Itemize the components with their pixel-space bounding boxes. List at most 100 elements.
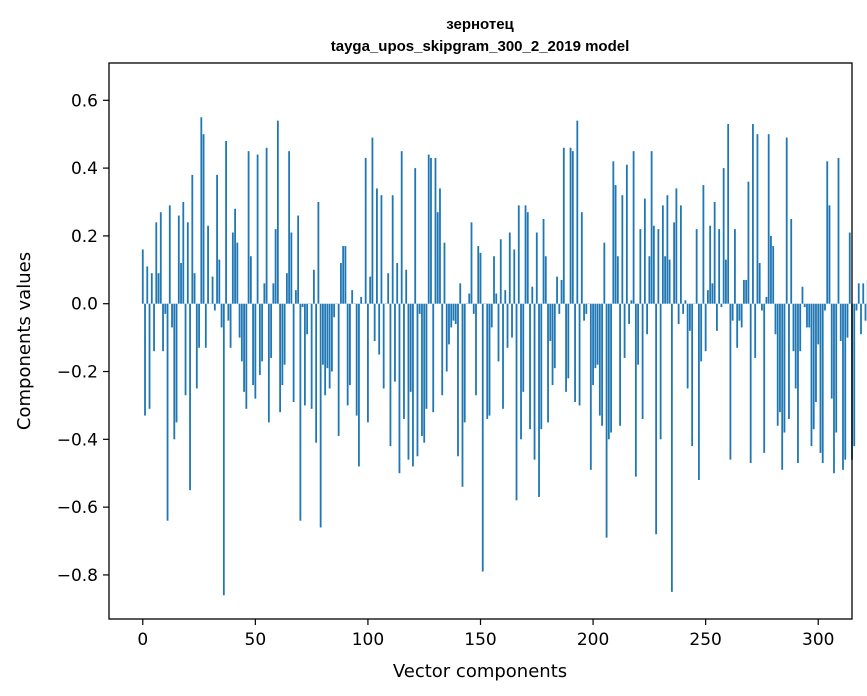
bar-126 — [425, 303, 428, 409]
bar-26 — [200, 117, 203, 304]
bar-313 — [846, 303, 849, 338]
bar-135 — [445, 303, 448, 372]
bar-279 — [770, 235, 772, 304]
x-tick-label: 150 — [464, 630, 496, 650]
bar-202 — [596, 303, 599, 365]
bar-38 — [227, 303, 230, 321]
bar-3 — [148, 303, 151, 409]
bar-228 — [655, 303, 658, 535]
bar-203 — [598, 303, 601, 416]
bar-265 — [738, 303, 741, 321]
bar-301 — [819, 303, 822, 453]
bar-57 — [270, 303, 273, 358]
bar-50 — [254, 303, 257, 399]
x-axis-label: Vector components — [393, 661, 567, 682]
bar-206 — [605, 303, 608, 538]
bar-288 — [790, 218, 793, 304]
bar-257 — [720, 303, 723, 308]
bar-51 — [256, 154, 259, 304]
bar-182 — [551, 303, 554, 386]
bar-303 — [824, 303, 826, 311]
bar-173 — [531, 286, 534, 304]
bar-267 — [743, 279, 745, 304]
bar-170 — [524, 205, 527, 304]
bar-261 — [729, 303, 732, 460]
bar-12 — [168, 205, 171, 304]
bar-178 — [542, 218, 545, 304]
bar-39 — [229, 303, 232, 348]
bar-133 — [441, 303, 444, 396]
bar-97 — [360, 296, 363, 304]
bar-128 — [430, 157, 432, 304]
bar-37 — [225, 140, 227, 304]
bar-114 — [398, 303, 401, 474]
bar-78 — [317, 202, 320, 304]
bar-253 — [711, 283, 714, 304]
bar-89 — [342, 246, 345, 304]
bar-239 — [679, 205, 682, 304]
bar-238 — [677, 303, 680, 325]
bar-271 — [752, 124, 754, 304]
x-tick-label: 200 — [577, 630, 609, 650]
bar-306 — [830, 303, 833, 399]
bar-4 — [150, 273, 153, 304]
bar-63 — [283, 303, 286, 365]
bar-292 — [799, 303, 802, 352]
bar-211 — [616, 256, 619, 304]
bar-172 — [529, 303, 531, 430]
bar-185 — [558, 303, 561, 314]
bar-262 — [731, 303, 734, 321]
bar-320 — [862, 283, 865, 304]
bar-283 — [779, 303, 781, 413]
bar-258 — [722, 168, 725, 304]
bar-280 — [772, 246, 775, 304]
bar-308 — [835, 303, 838, 433]
bar-15 — [175, 303, 178, 423]
bar-70 — [299, 303, 302, 521]
bar-276 — [763, 303, 766, 453]
bar-35 — [220, 303, 223, 328]
bar-47 — [247, 151, 250, 304]
bar-219 — [634, 303, 637, 477]
bar-270 — [749, 303, 752, 464]
bar-307 — [833, 303, 835, 474]
bar-19 — [184, 303, 187, 396]
bar-174 — [533, 303, 536, 460]
bar-272 — [754, 303, 757, 358]
bar-316 — [853, 303, 856, 447]
bar-282 — [776, 303, 779, 426]
bar-177 — [540, 303, 543, 430]
y-axis-ticks: −0.8 −0.6 −0.4 −0.2 0.0 0.2 0.4 0.6 — [57, 91, 109, 586]
bar-111 — [391, 195, 394, 304]
bar-169 — [522, 303, 525, 392]
bar-59 — [274, 229, 277, 304]
bar-28 — [204, 303, 207, 348]
bar-295 — [806, 303, 808, 328]
bar-266 — [740, 303, 743, 328]
bar-122 — [416, 303, 419, 457]
bar-55 — [265, 147, 268, 304]
bar-281 — [774, 303, 777, 335]
bar-100 — [367, 303, 369, 423]
bar-77 — [315, 303, 318, 443]
bar-107 — [382, 303, 385, 389]
bar-277 — [765, 296, 768, 304]
bar-264 — [736, 303, 739, 348]
bar-304 — [826, 161, 829, 304]
bar-132 — [439, 188, 441, 304]
bar-88 — [340, 263, 342, 304]
bar-40 — [231, 232, 234, 304]
bar-299 — [815, 303, 817, 403]
bar-263 — [734, 229, 736, 304]
bar-221 — [639, 229, 642, 304]
bar-240 — [682, 303, 685, 314]
bar-68 — [294, 290, 297, 304]
bar-49 — [252, 303, 254, 386]
bar-176 — [538, 303, 540, 497]
bar-210 — [614, 185, 617, 304]
bar-319 — [860, 303, 862, 335]
bar-43 — [238, 303, 241, 338]
bar-217 — [630, 300, 633, 304]
bar-302 — [821, 303, 824, 464]
bar-113 — [396, 263, 399, 304]
